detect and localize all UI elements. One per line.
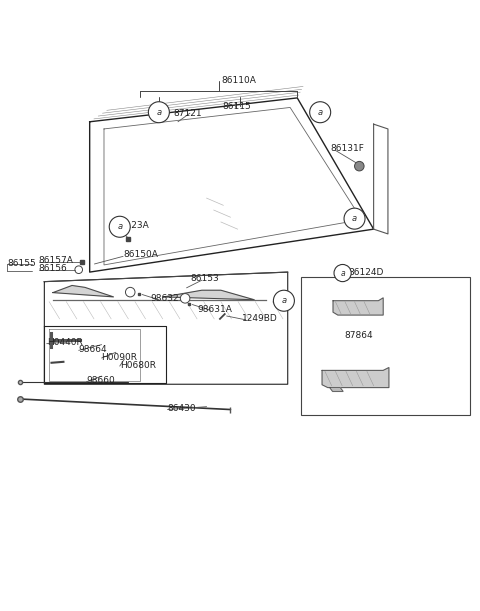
Text: H0440R: H0440R [47, 338, 83, 347]
Text: a: a [340, 269, 345, 277]
Circle shape [344, 208, 365, 229]
Text: 86157A: 86157A [38, 256, 73, 265]
Text: 98664: 98664 [79, 345, 108, 354]
Circle shape [109, 216, 130, 237]
Circle shape [310, 101, 331, 123]
Text: 86124D: 86124D [349, 268, 384, 277]
Polygon shape [330, 387, 343, 392]
Text: H0090R: H0090R [102, 353, 138, 362]
Text: 87864: 87864 [344, 331, 372, 340]
Circle shape [355, 161, 364, 171]
Text: 86150A: 86150A [123, 250, 158, 259]
Text: 86115: 86115 [222, 102, 251, 111]
Circle shape [125, 287, 135, 297]
Polygon shape [53, 285, 114, 297]
Text: 86110A: 86110A [221, 76, 256, 85]
Text: 87121: 87121 [173, 109, 202, 118]
Text: H0680R: H0680R [120, 360, 156, 370]
Text: 98632: 98632 [150, 295, 179, 303]
Text: a: a [117, 222, 122, 231]
Text: 98631A: 98631A [197, 305, 232, 314]
Text: 86155: 86155 [7, 260, 36, 268]
Polygon shape [164, 290, 254, 300]
Polygon shape [333, 298, 383, 315]
Text: 86156: 86156 [38, 264, 67, 273]
Text: 98660: 98660 [86, 376, 115, 386]
Text: a: a [156, 108, 161, 117]
Circle shape [180, 293, 190, 303]
Circle shape [274, 290, 294, 311]
Text: 1249BD: 1249BD [242, 315, 278, 323]
Text: 86123A: 86123A [115, 221, 149, 230]
Text: a: a [318, 108, 323, 117]
Text: 86153: 86153 [190, 274, 219, 283]
Bar [301, 277, 470, 415]
Polygon shape [322, 368, 389, 387]
Text: 86430: 86430 [168, 404, 196, 413]
Text: 86131F: 86131F [331, 144, 364, 153]
Circle shape [148, 101, 169, 123]
Text: a: a [352, 214, 357, 223]
Circle shape [334, 265, 351, 282]
Text: a: a [281, 296, 287, 306]
